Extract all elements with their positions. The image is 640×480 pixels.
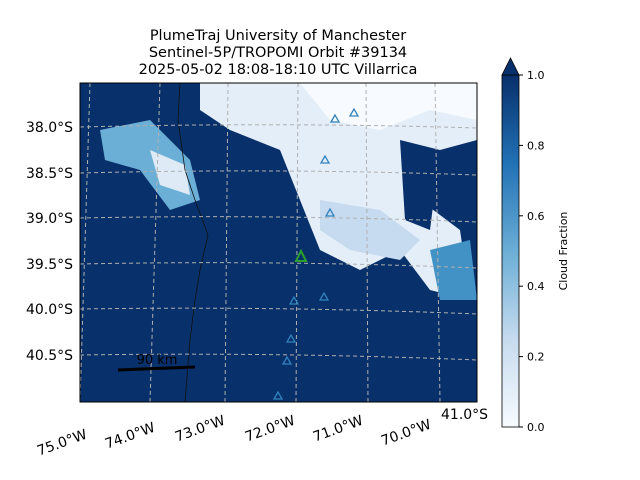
lon-label: 70.0°W (379, 417, 433, 450)
map (80, 83, 477, 402)
title-line: 2025-05-02 18:08-18:10 UTC Villarrica (139, 62, 418, 78)
cloud-gap (400, 140, 440, 230)
scale-label: 90 km (137, 353, 178, 368)
lat-label: 41.0°S (441, 407, 488, 423)
lat-label: 40.0°S (26, 302, 73, 318)
colorbar-tick-label: 1.0 (527, 69, 545, 82)
colorbar-extend (501, 57, 520, 76)
lat-label: 38.0°S (26, 120, 73, 136)
colorbar-tick-label: 0.6 (527, 210, 545, 223)
lon-label: 75.0°W (35, 427, 89, 460)
map-frame (79, 82, 478, 403)
colorbar-tick-label: 0.4 (527, 280, 545, 293)
lon-label: 71.0°W (311, 413, 365, 446)
lon-label: 73.0°W (173, 413, 227, 446)
colorbar (501, 74, 520, 428)
coastline (177, 83, 209, 402)
lat-label: 38.5°S (26, 166, 73, 182)
title-line: PlumeTraj University of Manchester (150, 28, 406, 44)
colorbar-tick-label: 0.2 (527, 351, 545, 364)
lon-label: 74.0°W (103, 420, 157, 453)
colorbar-label: Cloud Fraction (557, 212, 570, 291)
lat-label: 39.0°S (26, 211, 73, 227)
lon-label: 72.0°W (243, 413, 297, 446)
grid-lat (80, 124, 477, 361)
trajectory-markers (272, 107, 360, 400)
colorbar-tick-label: 0.0 (527, 421, 545, 434)
cloud (430, 240, 477, 300)
cloud (320, 200, 420, 260)
lat-label: 39.5°S (26, 257, 73, 273)
title-line: Sentinel-5P/TROPOMI Orbit #39134 (149, 45, 407, 61)
scale-bar (117, 365, 196, 372)
lat-label: 40.5°S (26, 348, 73, 364)
cloud (300, 83, 477, 130)
cloud (150, 150, 190, 195)
colorbar-tick-label: 0.8 (527, 139, 545, 152)
volcano (294, 248, 308, 262)
